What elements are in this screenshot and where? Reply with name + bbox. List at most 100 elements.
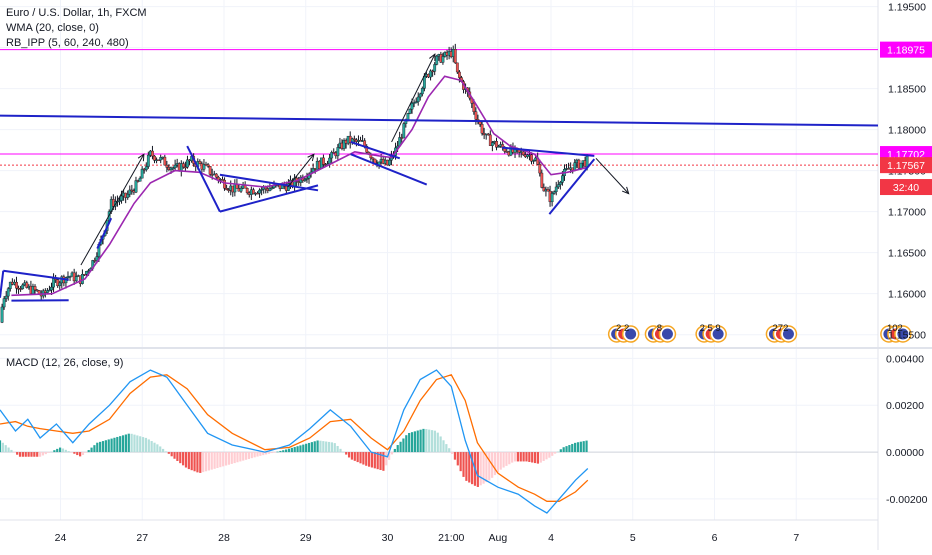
candle-body-68 — [141, 169, 143, 178]
macd-hist-bar-101 — [288, 449, 290, 452]
candle-body-278 — [574, 163, 576, 171]
macd-hist-bar-69 — [196, 452, 198, 472]
macd-hist-bar-106 — [302, 445, 304, 452]
badge-flag-fill-1-2 — [662, 329, 673, 340]
macd-hist-bar-114 — [325, 442, 327, 453]
macd-hist-bar-31 — [88, 450, 90, 452]
chart-title[interactable]: Euro / U.S. Dollar, 1h, FXCM — [6, 6, 147, 21]
macd-hist-bar-64 — [182, 452, 184, 465]
wma-indicator-label[interactable]: WMA (20, close, 0) — [6, 21, 147, 36]
candle-body-232 — [479, 122, 481, 124]
macd-hist-bar-168 — [480, 452, 482, 485]
trend-line-9 — [351, 154, 427, 184]
price-tick-7: 1.16000 — [888, 289, 926, 301]
price-tick-2: 1.18500 — [888, 84, 926, 96]
macd-hist-bar-88 — [251, 452, 253, 458]
macd-hist-bar-121 — [345, 452, 347, 455]
candle-body-3 — [7, 289, 9, 296]
macd-hist-bar-109 — [311, 442, 313, 452]
candle-body-198 — [409, 109, 411, 113]
macd-hist-bar-197 — [563, 447, 565, 452]
candle-body-36 — [75, 277, 77, 281]
macd-hist-bar-205 — [585, 441, 587, 452]
macd-hist-bar-2 — [5, 445, 7, 452]
macd-hist-bar-87 — [248, 452, 250, 459]
macd-hist-bar-186 — [531, 452, 533, 462]
macd-hist-bar-0 — [0, 440, 1, 452]
macd-hist-bar-81 — [231, 452, 233, 464]
macd-hist-bar-161 — [460, 452, 462, 471]
macd-hist-bar-16 — [45, 452, 47, 454]
macd-hist-bar-191 — [545, 452, 547, 459]
macd-hist-bar-115 — [328, 442, 330, 452]
macd-hist-bar-80 — [228, 452, 230, 465]
macd-hist-bar-139 — [397, 445, 399, 452]
wma-line — [11, 76, 587, 295]
macd-hist-bar-176 — [502, 452, 504, 467]
macd-hist-bar-196 — [560, 449, 562, 452]
macd-hist-bar-99 — [282, 450, 284, 452]
event-badge-2: 2 5 9 — [696, 323, 726, 342]
time-tick-10: 7 — [793, 532, 799, 544]
ipp-indicator-label[interactable]: RB_IPP (5, 60, 240, 480) — [6, 36, 147, 51]
price-label-text-2: 1.17567 — [887, 160, 925, 172]
macd-hist-bar-5 — [13, 452, 15, 453]
macd-pane — [0, 370, 878, 513]
candle-body-233 — [481, 124, 483, 133]
macd-hist-bar-156 — [445, 444, 447, 452]
macd-hist-bar-173 — [494, 452, 496, 475]
candle-body-88 — [182, 164, 184, 167]
macd-hist-bar-185 — [528, 452, 530, 462]
candle-body-203 — [419, 94, 421, 97]
macd-tick-1: 0.00200 — [886, 400, 924, 412]
chart-legend: Euro / U.S. Dollar, 1h, FXCM WMA (20, cl… — [6, 6, 147, 51]
macd-indicator-label[interactable]: MACD (12, 26, close, 9) — [6, 356, 123, 371]
macd-hist-bar-25 — [70, 452, 72, 453]
macd-hist-bar-73 — [208, 452, 210, 470]
macd-hist-bar-17 — [48, 452, 50, 453]
time-tick-2: 28 — [218, 532, 230, 544]
event-badge-0: 2 2 — [609, 323, 639, 342]
candles — [1, 44, 588, 323]
macd-hist-bar-35 — [99, 442, 101, 452]
macd-hist-bar-33 — [93, 445, 95, 452]
candle-body-229 — [473, 103, 475, 111]
macd-hist-bar-171 — [488, 452, 490, 480]
candle-body-108 — [223, 180, 225, 188]
candle-body-96 — [199, 161, 201, 163]
macd-tick-2: 0.00000 — [886, 447, 924, 459]
candle-body-16 — [34, 286, 36, 289]
macd-hist-bar-148 — [422, 429, 424, 452]
macd-hist-bar-110 — [314, 441, 316, 452]
macd-hist-bar-21 — [59, 448, 61, 452]
macd-hist-bar-127 — [362, 452, 364, 464]
event-badge-3: 272 — [766, 323, 796, 342]
macd-hist-bar-145 — [414, 431, 416, 452]
macd-hist-bar-19 — [53, 450, 55, 452]
candle-body-2 — [5, 296, 7, 299]
macd-hist-bar-135 — [385, 452, 387, 465]
candle-body-238 — [491, 143, 493, 146]
macd-hist-bar-141 — [402, 438, 404, 452]
price-tick-8: 1.15500 — [888, 330, 926, 342]
candle-body-222 — [458, 72, 460, 78]
macd-hist-bar-97 — [276, 452, 278, 453]
candle-body-80 — [166, 165, 168, 167]
macd-hist-bar-82 — [234, 452, 236, 463]
time-tick-1: 27 — [136, 532, 148, 544]
price-tick-0: 1.19500 — [888, 2, 926, 14]
macd-hist-bar-112 — [319, 441, 321, 452]
macd-hist-bar-131 — [374, 452, 376, 468]
macd-hist-bar-36 — [102, 441, 104, 452]
trend-line-1 — [3, 271, 68, 280]
macd-hist-bar-105 — [299, 445, 301, 452]
macd-hist-bar-183 — [523, 452, 525, 461]
macd-hist-bar-13 — [36, 452, 38, 457]
macd-hist-bar-41 — [116, 437, 118, 452]
candle-body-253 — [522, 152, 524, 155]
badge-count-0: 2 2 — [616, 323, 629, 334]
macd-hist-bar-96 — [274, 452, 276, 453]
macd-hist-bar-37 — [105, 440, 107, 452]
macd-hist-bar-76 — [216, 452, 218, 468]
macd-hist-bar-113 — [322, 441, 324, 452]
